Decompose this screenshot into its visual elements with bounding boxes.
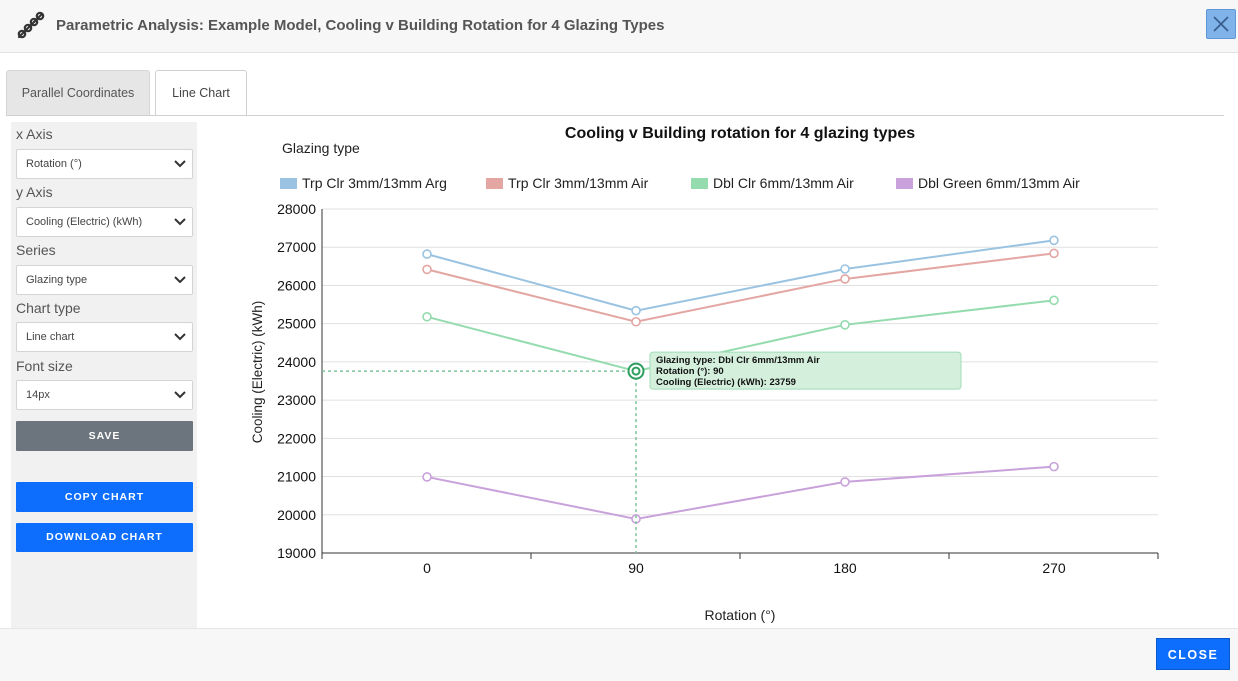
data-point[interactable] — [840, 320, 850, 330]
data-point[interactable] — [1049, 295, 1059, 306]
chart-title: Cooling v Building rotation for 4 glazin… — [565, 125, 915, 142]
y-axis-title: Cooling (Electric) (kWh) — [250, 301, 265, 444]
series-select[interactable]: Glazing type — [16, 265, 193, 295]
tab-line-chart[interactable]: Line Chart — [155, 70, 247, 116]
legend-swatch — [486, 178, 503, 189]
legend-swatch — [691, 178, 708, 189]
legend-title: Glazing type — [282, 140, 360, 156]
chevron-down-icon — [174, 276, 186, 284]
data-point[interactable] — [1049, 461, 1059, 472]
chart-settings-panel: x Axis Rotation (°) y Axis Cooling (Elec… — [11, 122, 197, 628]
chart-type-label: Chart type — [16, 300, 81, 316]
y-tick-label: 23000 — [277, 392, 316, 408]
close-window-button[interactable] — [1206, 9, 1236, 39]
chart-series — [422, 235, 1059, 524]
y-tick-label: 22000 — [277, 430, 316, 446]
data-point[interactable] — [1049, 248, 1059, 259]
data-point[interactable] — [422, 311, 432, 322]
series-line — [426, 239, 1055, 312]
y-axis-value: Cooling (Electric) (kWh) — [26, 216, 143, 228]
x-tick-label: 180 — [833, 560, 857, 576]
x-axis-title: Rotation (°) — [705, 607, 776, 623]
chart-type-value: Line chart — [26, 331, 75, 343]
y-tick-label: 26000 — [277, 277, 316, 293]
tooltip-line: Glazing type: Dbl Clr 6mm/13mm Air — [656, 355, 820, 366]
data-point[interactable] — [422, 249, 432, 259]
chart-legend: Trp Clr 3mm/13mm Arg Trp Clr 3mm/13mm Air… — [280, 175, 1080, 191]
data-point[interactable] — [840, 264, 850, 274]
data-point[interactable] — [422, 472, 432, 482]
y-tick-label: 24000 — [277, 354, 316, 370]
data-point[interactable] — [631, 316, 641, 327]
data-point[interactable] — [1049, 235, 1059, 246]
legend-swatch — [280, 178, 297, 189]
highlight-point — [631, 366, 641, 376]
x-tick-label: 270 — [1042, 560, 1066, 576]
close-button[interactable]: CLOSE — [1156, 638, 1230, 670]
font-size-select[interactable]: 14px — [16, 380, 193, 410]
font-size-label: Font size — [16, 358, 73, 374]
close-icon — [1213, 16, 1229, 32]
series-line — [426, 299, 1055, 373]
copy-chart-button[interactable]: COPY CHART — [16, 482, 193, 512]
legend-label[interactable]: Dbl Clr 6mm/13mm Air — [713, 175, 854, 191]
series-label: Series — [16, 242, 56, 258]
series-line — [426, 465, 1055, 520]
x-axis-select[interactable]: Rotation (°) — [16, 149, 193, 179]
chain-link-logo-icon — [17, 11, 45, 39]
y-axis-label: y Axis — [16, 184, 53, 200]
chart-type-select[interactable]: Line chart — [16, 322, 193, 352]
line-chart: Cooling v Building rotation for 4 glazin… — [250, 125, 1159, 623]
tab-parallel-coordinates[interactable]: Parallel Coordinates — [6, 70, 150, 116]
window-title: Parametric Analysis: Example Model, Cool… — [56, 17, 665, 34]
y-tick-label: 19000 — [277, 545, 316, 561]
y-tick-label: 21000 — [277, 469, 316, 485]
data-point[interactable] — [422, 264, 432, 275]
legend-label[interactable]: Trp Clr 3mm/13mm Arg — [302, 175, 447, 191]
data-point[interactable] — [840, 274, 850, 284]
tooltip-line: Rotation (°): 90 — [656, 366, 724, 377]
y-axis-select[interactable]: Cooling (Electric) (kWh) — [16, 207, 193, 237]
legend-label[interactable]: Dbl Green 6mm/13mm Air — [918, 175, 1080, 191]
x-axis-label: x Axis — [16, 126, 53, 142]
chevron-down-icon — [174, 333, 186, 341]
chart-axes: 28000 27000 26000 25000 24000 23000 22000 21000… — [277, 201, 1159, 576]
series-value: Glazing type — [26, 274, 88, 286]
download-chart-button[interactable]: DOWNLOAD CHART — [16, 523, 193, 552]
tooltip-line: Cooling (Electric) (kWh): 23759 — [656, 377, 796, 388]
data-point[interactable] — [840, 477, 850, 487]
chevron-down-icon — [174, 391, 186, 399]
series-line — [426, 252, 1055, 323]
x-axis-value: Rotation (°) — [26, 158, 82, 170]
title-bar: Parametric Analysis: Example Model, Cool… — [0, 0, 1238, 53]
tab-divider — [6, 115, 1224, 116]
data-point[interactable] — [631, 305, 641, 316]
y-tick-label: 28000 — [277, 201, 316, 217]
chart-tooltip: Glazing type: Dbl Clr 6mm/13mm AirRotati… — [322, 351, 962, 553]
dialog-footer — [0, 628, 1238, 681]
tooltip-box — [649, 351, 962, 390]
y-tick-label: 20000 — [277, 507, 316, 523]
y-tick-label: 25000 — [277, 316, 316, 332]
font-size-value: 14px — [26, 389, 50, 401]
legend-label[interactable]: Trp Clr 3mm/13mm Air — [508, 175, 649, 191]
y-tick-label: 27000 — [277, 239, 316, 255]
save-button[interactable]: SAVE — [16, 421, 193, 451]
chevron-down-icon — [174, 218, 186, 226]
chevron-down-icon — [174, 160, 186, 168]
x-tick-label: 0 — [423, 560, 431, 576]
legend-swatch — [896, 178, 913, 189]
x-tick-label: 90 — [628, 560, 644, 576]
